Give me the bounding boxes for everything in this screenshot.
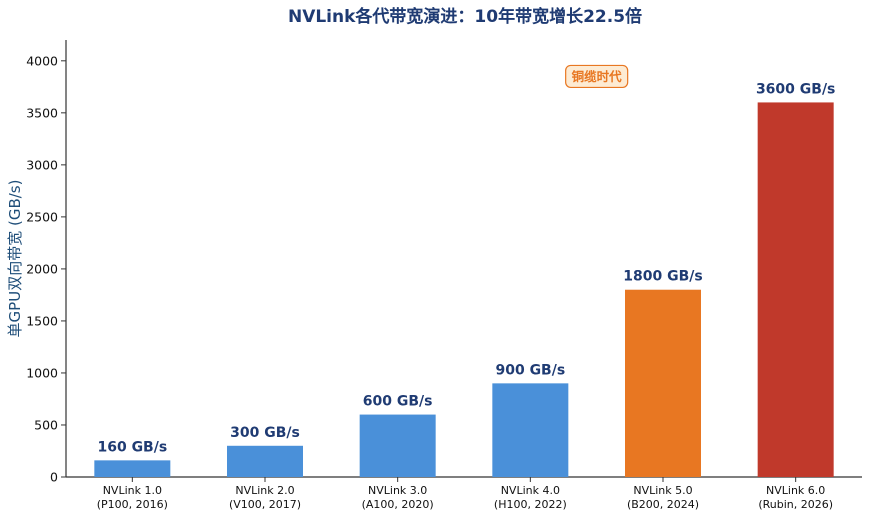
chart-title: NVLink各代带宽演进：10年带宽增长22.5倍 (288, 6, 642, 27)
y-tick-label: 0 (50, 470, 58, 485)
annotation-text: 铜缆时代 (572, 69, 623, 84)
y-tick-label: 2000 (26, 261, 58, 276)
y-tick-label: 1500 (26, 313, 58, 328)
x-tick-label: NVLink 5.0 (B200, 2024) (627, 484, 699, 511)
bar (94, 460, 171, 477)
y-tick-label: 3000 (26, 157, 58, 172)
bar-data-label: 1800 GB/s (623, 269, 702, 285)
bar (757, 102, 834, 477)
y-tick-label: 4000 (26, 53, 58, 68)
x-ticks: NVLink 1.0 (P100, 2016) NVLink 2.0 (V100, 2… (97, 477, 833, 511)
x-tick-label: NVLink 6.0 (Rubin, 2026) (758, 484, 833, 511)
y-ticks: 0 500 1000 1500 2000 2500 3000 3500 4000 (26, 53, 66, 485)
x-tick-label: NVLink 2.0 (V100, 2017) (229, 484, 301, 511)
bars (94, 102, 834, 477)
bar-data-label: 300 GB/s (230, 425, 300, 441)
y-tick-label: 1000 (26, 365, 58, 380)
bar (492, 383, 569, 477)
bar-data-labels: 160 GB/s 300 GB/s 600 GB/s 900 GB/s 1800 GB/… (97, 81, 835, 455)
bar (227, 445, 303, 477)
bar-data-label: 900 GB/s (495, 362, 565, 378)
x-tick-label: NVLink 3.0 (A100, 2020) (362, 484, 434, 511)
bar-data-label: 3600 GB/s (756, 81, 835, 97)
y-tick-label: 2500 (26, 209, 58, 224)
x-tick-label: NVLink 1.0 (P100, 2016) (97, 484, 168, 511)
bar-data-label: 600 GB/s (363, 394, 433, 410)
x-tick-label: NVLink 4.0 (H100, 2022) (494, 484, 567, 511)
y-axis-label: 单GPU双向带宽 (GB/s) (6, 180, 24, 338)
annotation-box (565, 64, 629, 89)
y-tick-label: 3500 (26, 105, 58, 120)
annotation: 铜缆时代 (565, 64, 629, 89)
bar-data-label: 160 GB/s (97, 439, 167, 455)
bar (359, 414, 436, 477)
axes (65, 40, 862, 478)
y-tick-label: 500 (34, 417, 58, 432)
bar (625, 289, 701, 477)
